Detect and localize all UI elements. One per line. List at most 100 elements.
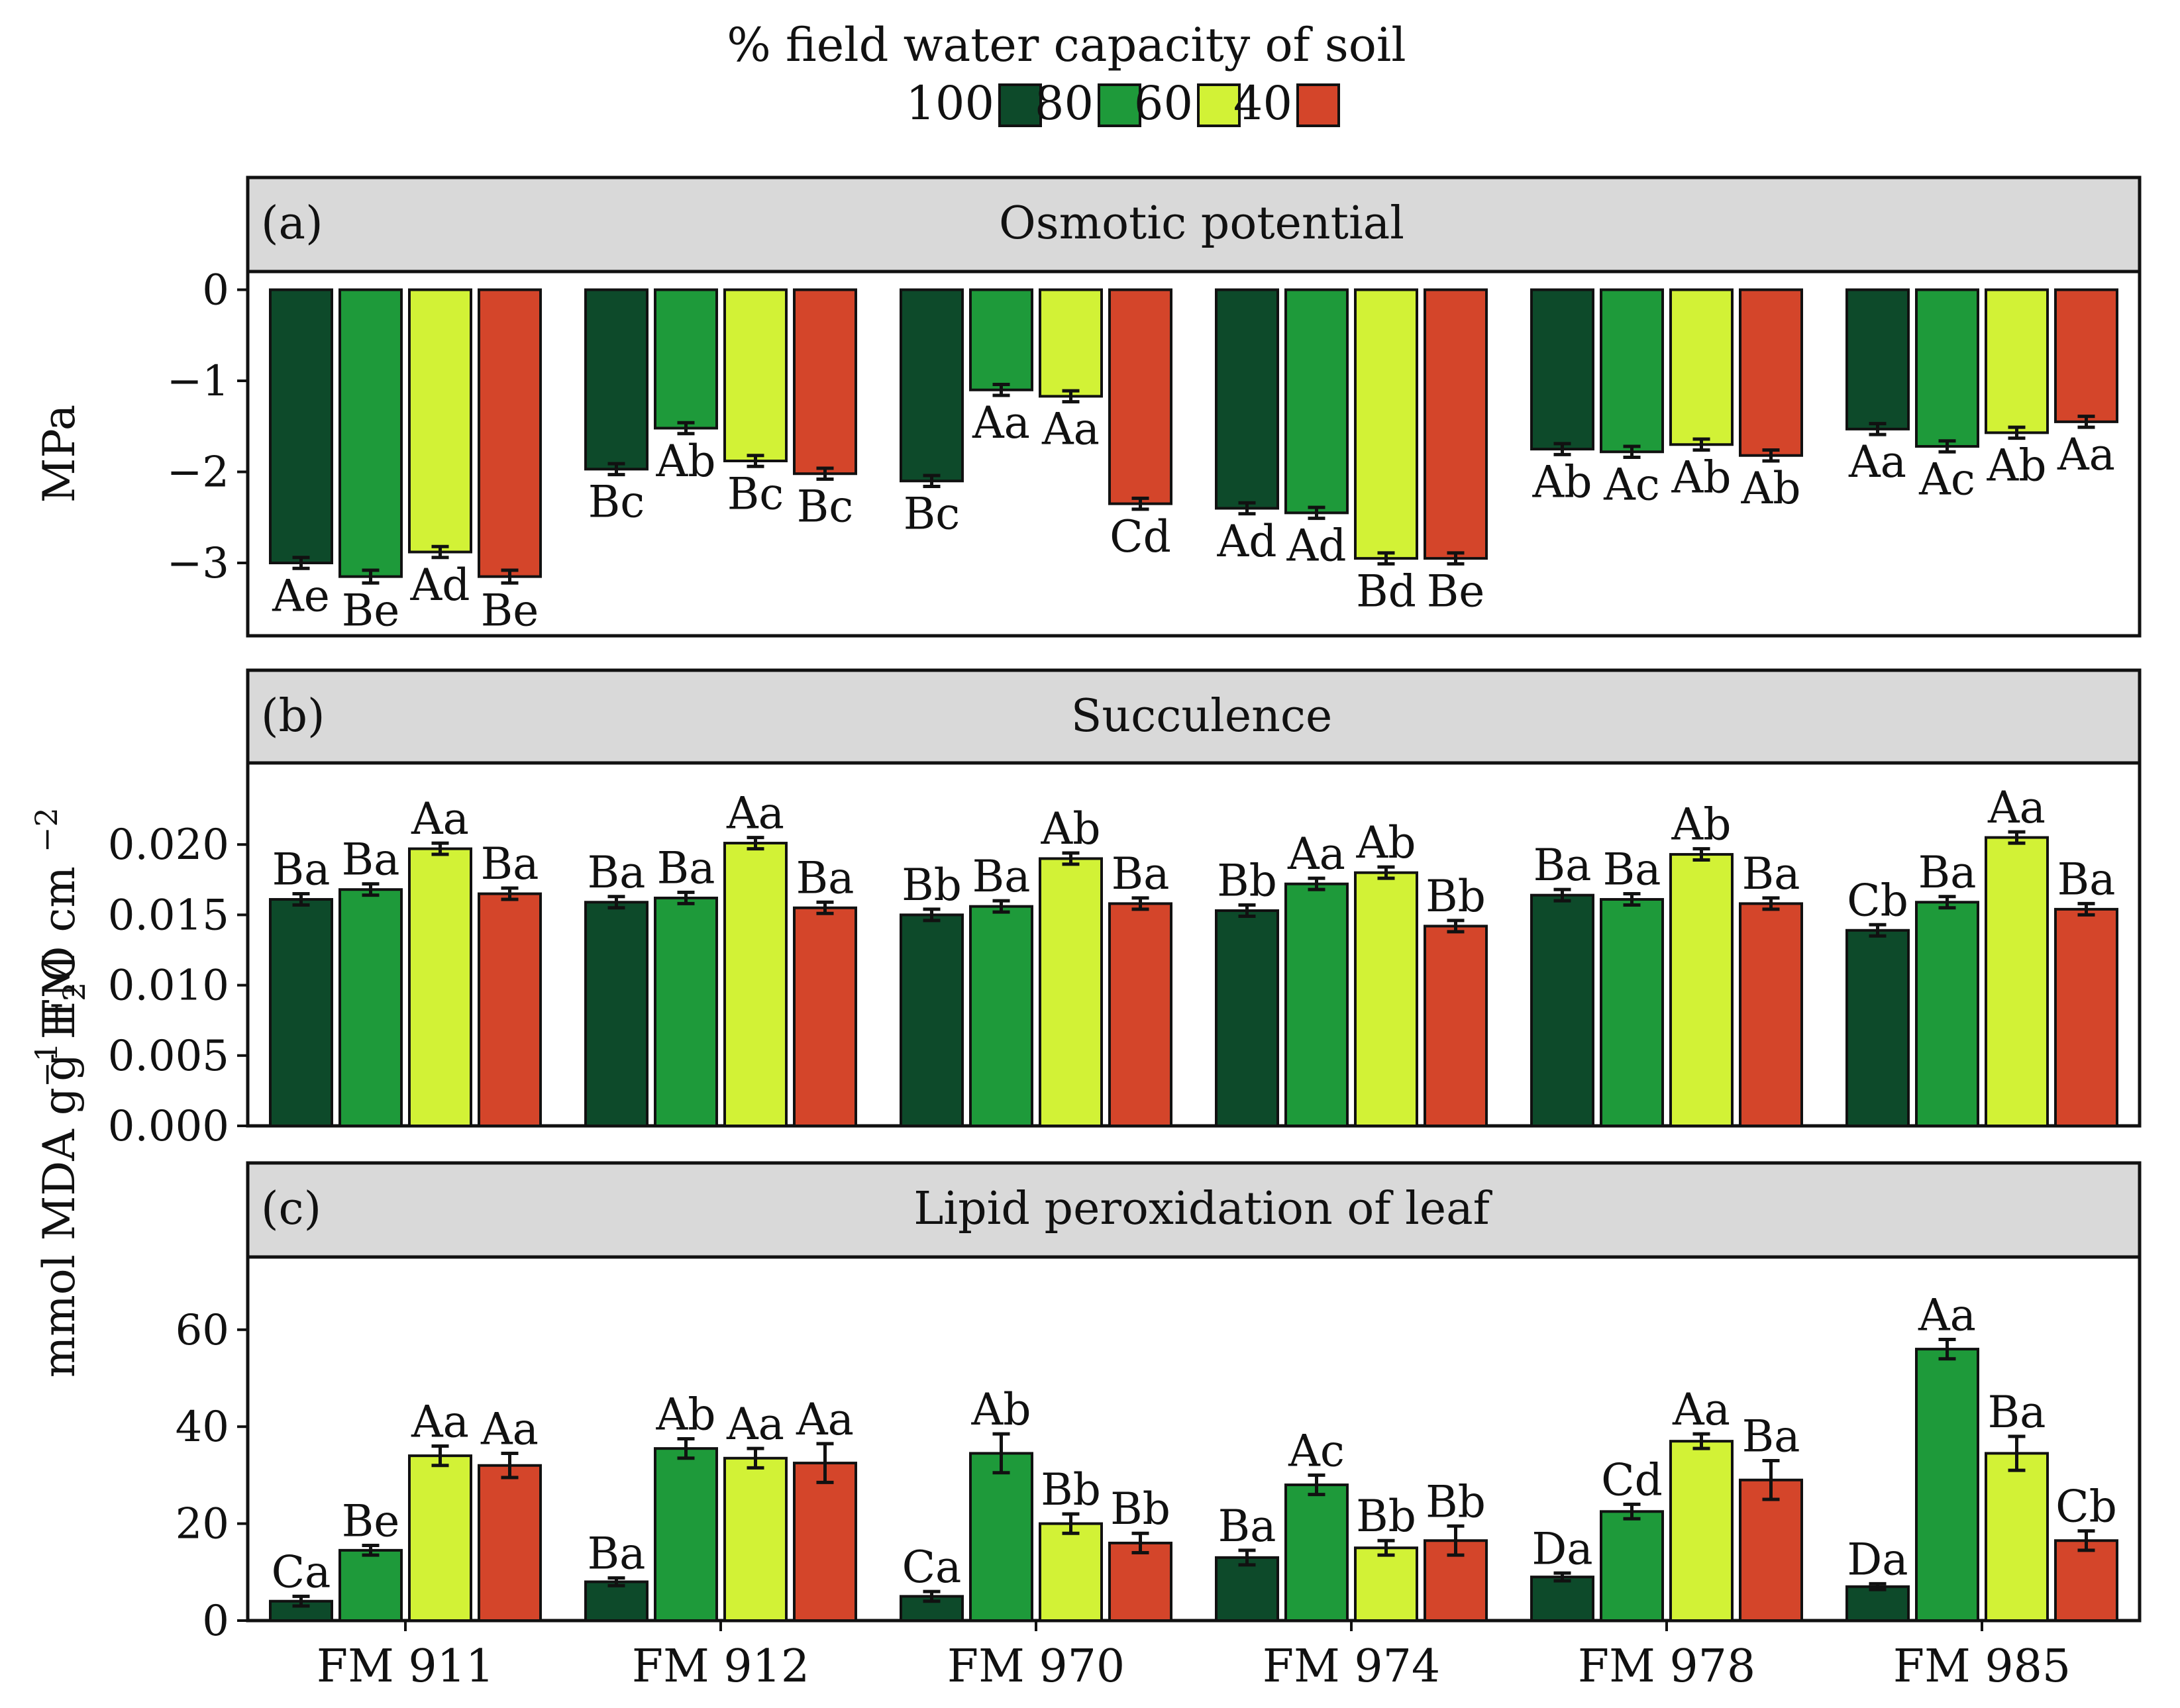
bar-40-FM912 [793,1462,857,1623]
y-tick-label: 60 [176,1306,229,1355]
bar-80-FM970 [969,905,1033,1127]
y-tick-label: −3 [167,539,229,588]
panel-strip [246,668,2142,765]
bar-100-FM974 [1215,1556,1279,1623]
panel-title: Osmotic potential [999,197,1404,250]
significance-letter: Aa [1287,829,1345,879]
bar-100-FM985 [1845,1585,1910,1623]
significance-letter: Be [1427,566,1485,617]
y-axis-label: mmol MDA g−1 FM [28,954,85,1378]
significance-letter: Ba [657,842,715,893]
bar-80-FM978 [1600,288,1664,454]
bar-100-FM911 [269,288,333,564]
ylabel-sub: 2 [56,982,92,1001]
panel-tag: (a) [261,197,323,250]
bar-80-FM974 [1284,1483,1349,1623]
significance-letter: Ba [1988,1387,2046,1438]
ylabel-part: O cm [34,852,85,982]
plot-frame [246,270,2142,638]
bar-80-FM974 [1284,882,1349,1127]
panel-title: Succulence [1071,690,1332,742]
significance-letter: Ba [588,847,646,898]
y-tick-label: −1 [167,357,229,406]
significance-letter: Ab [1741,463,1801,514]
significance-letter: Aa [972,397,1030,448]
bar-40-FM912 [793,288,857,476]
bar-80-FM978 [1600,898,1664,1127]
significance-letter: Ac [1288,1425,1345,1476]
significance-letter: Ba [1112,848,1170,899]
significance-letter: Ab [656,1389,716,1440]
panel-tag: (b) [261,690,325,742]
bar-60-FM970 [1039,1522,1103,1623]
significance-letter: Ba [2057,854,2116,905]
legend-label-80: 80 [1035,76,1094,130]
significance-letter: Aa [1041,404,1100,455]
y-tick-label: 0.010 [108,962,229,1011]
y-tick-label: 0.005 [108,1032,229,1081]
plot-frame [246,761,2142,1128]
significance-letter: Bb [1217,856,1277,907]
x-tick-label: FM 974 [1263,1640,1440,1693]
significance-letter: Ba [1742,1411,1800,1462]
bar-60-FM911 [408,1454,472,1623]
bar-100-FM974 [1215,909,1279,1128]
legend-label-40: 40 [1233,76,1292,130]
ylabel-part: g H [34,1001,85,1081]
y-tick-label: 0.000 [108,1102,229,1151]
bar-80-FM911 [338,1548,403,1623]
bar-100-FM985 [1845,929,1910,1127]
significance-letter: Da [1847,1534,1908,1585]
significance-letter: Ab [1671,452,1732,503]
bar-60-FM974 [1354,288,1418,560]
bar-60-FM978 [1669,853,1734,1127]
significance-letter: Ba [1603,844,1661,895]
bar-60-FM974 [1354,871,1418,1128]
bar-60-FM985 [1985,836,2049,1127]
bar-100-FM978 [1530,288,1594,451]
x-tick-label: FM 912 [632,1640,809,1693]
y-tick-label: 20 [176,1500,229,1549]
significance-letter: Aa [1987,782,2046,833]
significance-letter: Ab [1987,440,2047,491]
significance-letter: Cb [1847,875,1908,926]
bar-100-FM974 [1215,288,1279,510]
significance-letter: Ba [1742,848,1800,899]
y-tick-label: 0.020 [108,821,229,870]
bar-80-FM985 [1915,901,1979,1127]
significance-letter: Ad [1286,521,1347,572]
significance-letter: Aa [411,1396,469,1447]
bar-40-FM985 [2054,288,2118,423]
bar-100-FM970 [900,288,964,483]
bar-40-FM912 [793,906,857,1127]
x-tick-label: FM 970 [947,1640,1125,1693]
significance-letter: Bb [1110,1483,1170,1534]
bar-100-FM912 [584,1580,649,1622]
significance-letter: Ba [1218,1501,1276,1552]
bar-80-FM912 [654,896,718,1127]
significance-letter: Bb [902,860,962,911]
bar-60-FM911 [408,847,472,1128]
bar-80-FM912 [654,1447,718,1622]
significance-letter: Bc [904,489,960,540]
bar-100-FM978 [1530,1576,1594,1623]
y-tick-label: −2 [167,448,229,497]
significance-letter: Ba [1918,847,1977,898]
legend: % field water capacity of soil 100 80 60 40 [727,18,1406,130]
bar-40-FM911 [478,288,542,578]
bar-40-FM970 [1108,288,1172,505]
significance-letter: Aa [480,1403,539,1454]
legend-title: % field water capacity of soil [727,18,1406,72]
legend-key-80 [1098,83,1141,127]
bar-60-FM978 [1669,288,1734,446]
significance-letter: Da [1531,1523,1592,1574]
significance-letter: Ba [272,844,331,895]
significance-letter: Bc [588,477,645,528]
significance-letter: Bb [1041,1464,1101,1515]
significance-letter: Be [342,1496,400,1547]
bar-40-FM978 [1739,288,1803,457]
significance-letter: Bb [1356,1491,1416,1542]
bar-60-FM978 [1669,1440,1734,1622]
